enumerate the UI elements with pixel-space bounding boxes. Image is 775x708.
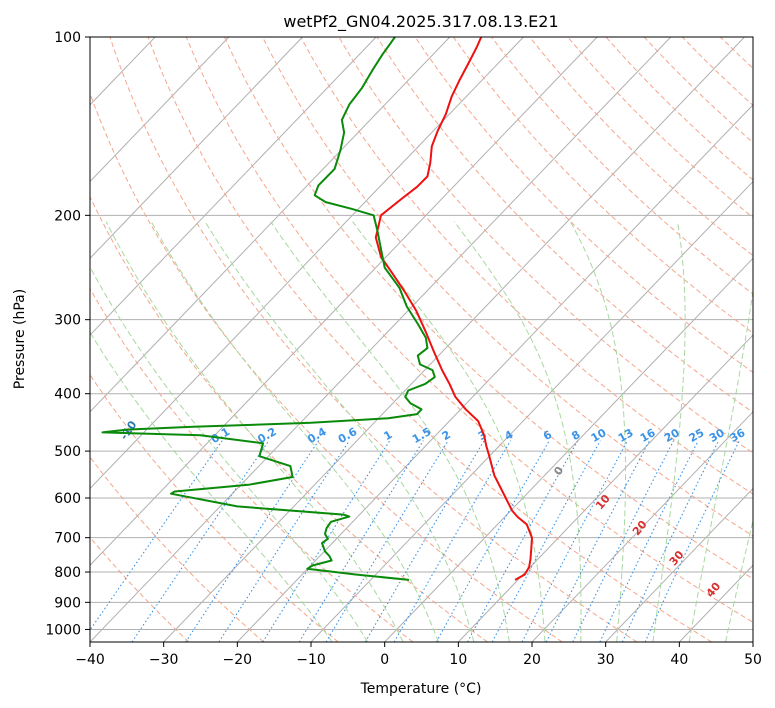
y-tick-label: 700: [54, 531, 81, 547]
x-tick-label: 20: [523, 652, 541, 668]
dry-adiabat-line: [529, 37, 753, 257]
mixing-ratio-line: [218, 440, 350, 642]
dry-adiabat-line: [90, 195, 488, 642]
sounding-profiles: [101, 37, 533, 581]
mixing-ratio-line: [185, 440, 320, 642]
y-tick-label: 100: [54, 30, 81, 46]
y-tick-label: 400: [54, 387, 81, 403]
dry-adiabat-line: [414, 37, 753, 374]
dry-adiabat-line: [90, 91, 563, 642]
dry-adiabat-line: [262, 37, 753, 537]
x-axis-ticks: −40 −30 −20 −10 0 10 20 30 40 50: [75, 642, 762, 668]
moist-adiabat-line: [688, 287, 753, 642]
x-tick-label: 50: [744, 652, 762, 668]
isotherm-line: [457, 334, 753, 642]
isotherm-line: [236, 104, 753, 642]
y-tick-label: 500: [54, 444, 81, 460]
mixing-ratio-line: [325, 440, 449, 642]
isotherm-line: [605, 487, 753, 642]
mixing-ratio-line: [131, 440, 270, 642]
x-tick-label: 0: [380, 652, 389, 668]
mixing-ratio-line: [644, 440, 740, 642]
y-tick-label: 300: [54, 313, 81, 329]
mixing-ratio-line: [364, 440, 485, 642]
y-axis-ticks: 100 200 300 400 500 600 700 800 900 1000: [45, 30, 90, 638]
moist-adiabat-line: [150, 221, 439, 642]
y-tick-label: 600: [54, 491, 81, 507]
dewpoint-profile: [101, 37, 436, 581]
isotherm-line: [90, 37, 303, 260]
dry-adiabat-line: [185, 37, 753, 623]
isotherm-line: [90, 37, 598, 566]
x-axis-title: Temperature (°C): [360, 681, 482, 697]
plot-area: 0.10.20.40.611.52346810131620253036-100-…: [90, 37, 753, 642]
dry-adiabat-line: [224, 37, 753, 580]
mixing-ratio-line: [491, 440, 601, 642]
isotherm-line: [90, 37, 451, 413]
isotherm-lines: [90, 37, 753, 642]
moist-adiabat-line: [725, 518, 753, 642]
x-tick-label: 30: [597, 652, 615, 668]
isotherm-line: [531, 411, 753, 642]
mixing-ratio-line: [435, 440, 550, 642]
chart-title: wetPf2_GN04.2025.317.08.13.E21: [283, 12, 558, 32]
dry-adiabat-line: [90, 287, 414, 642]
x-tick-label: −40: [75, 652, 105, 668]
x-tick-label: −20: [223, 652, 253, 668]
moist-adiabat-line: [270, 221, 510, 642]
isotherm-line: [90, 37, 524, 490]
dry-adiabat-lines: [90, 37, 753, 642]
dry-adiabat-line: [90, 456, 264, 642]
dry-adiabat-line: [376, 37, 753, 414]
y-tick-label: 800: [54, 565, 81, 581]
mixing-ratio-line: [90, 440, 223, 632]
isotherm-line: [163, 37, 745, 642]
dry-adiabat-line: [90, 536, 190, 642]
mixing-ratio-lines: [90, 440, 740, 642]
mixing-ratio-line: [599, 440, 699, 642]
y-tick-label: 1000: [45, 622, 81, 638]
moist-adiabat-line: [90, 331, 333, 642]
moist-adiabat-line: [569, 221, 626, 642]
temperature-profile: [374, 37, 533, 581]
mixing-ratio-line: [572, 440, 675, 642]
mixing-ratio-line: [298, 440, 424, 642]
plot-frame: [89, 36, 754, 643]
isotherm-line: [90, 37, 672, 642]
moist-adiabat-line: [453, 221, 582, 642]
mixing-ratio-line: [262, 440, 391, 642]
isotherm-line: [90, 37, 230, 183]
moist-adiabat-line: [204, 221, 475, 642]
x-tick-label: 10: [449, 652, 467, 668]
moist-adiabat-line: [352, 221, 546, 642]
x-tick-label: −10: [296, 652, 326, 668]
y-tick-label: 200: [54, 208, 81, 224]
x-tick-label: −30: [149, 652, 179, 668]
isotherm-line: [90, 37, 377, 336]
dry-adiabat-line: [605, 37, 753, 181]
y-tick-label: 900: [54, 595, 81, 611]
x-tick-label: 40: [670, 652, 688, 668]
moist-adiabat-line: [652, 221, 686, 642]
dry-adiabat-line: [300, 37, 753, 495]
y-axis-title: Pressure (hPa): [12, 289, 28, 389]
isotherm-line: [384, 257, 753, 642]
mixing-ratio-line: [467, 440, 579, 642]
